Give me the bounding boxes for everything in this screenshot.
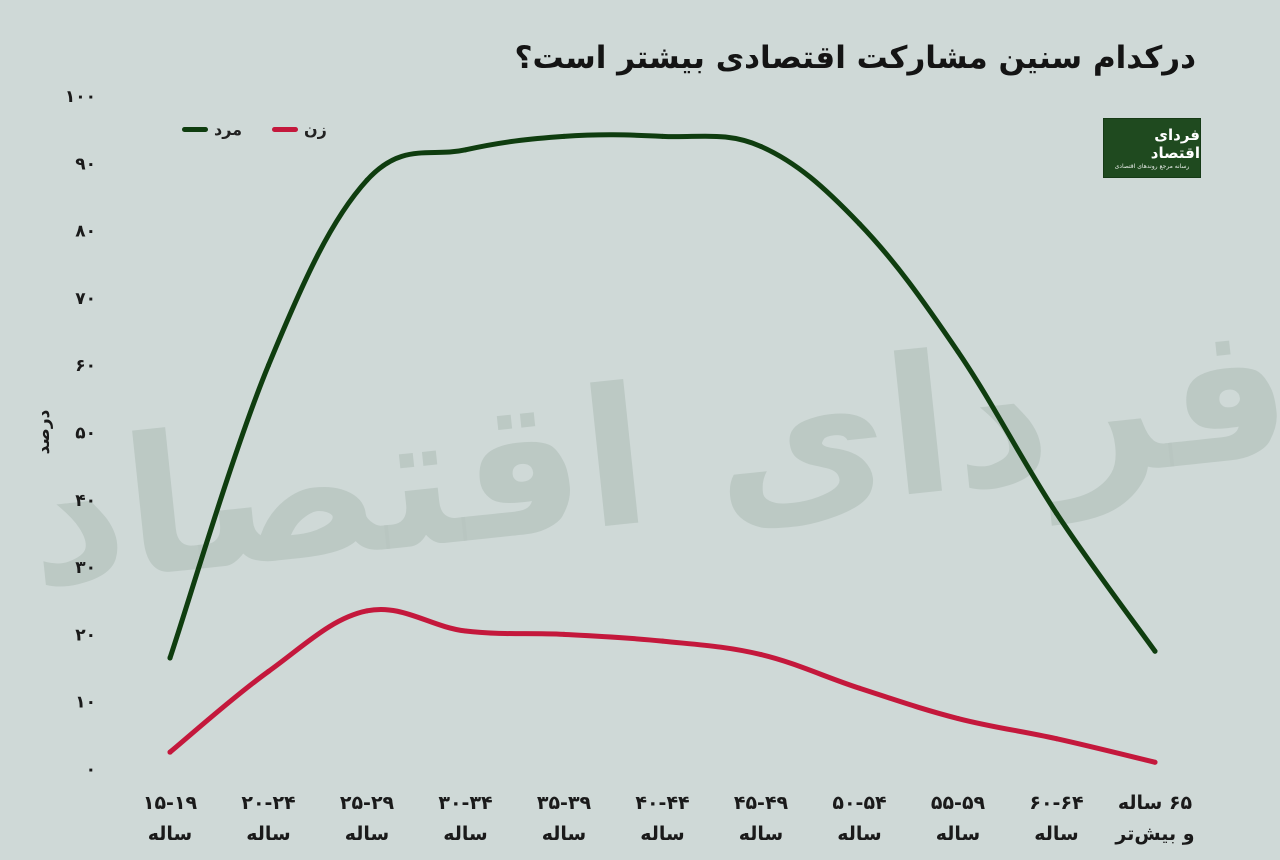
chart-title: درکدام سنین مشارکت اقتصادی بیشتر است؟ <box>514 40 1196 76</box>
y-tick-label: ۵۰ <box>75 424 96 444</box>
y-tick-label: ۱۰۰ <box>65 87 96 107</box>
x-tick-label: ۴۵-۴۹ ساله <box>734 792 789 845</box>
data-point-women <box>1152 759 1158 765</box>
x-tick-label: ۴۰-۴۴ ساله <box>635 792 689 845</box>
data-point-men <box>364 177 370 183</box>
y-tick-label: ۶۰ <box>75 356 96 376</box>
data-point-men <box>955 349 961 355</box>
x-tick-label: ۶۵ ساله و بیش‌تر <box>1114 792 1194 845</box>
data-point-men <box>1152 648 1158 654</box>
data-point-women <box>758 652 764 658</box>
legend-swatch-men <box>182 127 208 132</box>
y-tick-label: ۰ <box>86 760 96 780</box>
data-point-women <box>660 638 665 644</box>
x-tick-label: ۶۰-۶۴ ساله <box>1029 792 1083 845</box>
logo-tagline: رسانه مرجع روندهای اقتصادی <box>1114 162 1190 170</box>
data-point-women <box>364 608 370 614</box>
legend-swatch-women <box>272 127 298 132</box>
data-point-men <box>857 221 862 227</box>
data-point-women <box>857 685 862 691</box>
x-tick-label: ۱۵-۱۹ ساله <box>143 792 198 845</box>
y-tick-label: ۹۰ <box>75 154 96 174</box>
legend-label-men: مرد <box>214 120 243 139</box>
brand-logo: فردای اقتصاد رسانه مرجع روندهای اقتصادی <box>1103 118 1201 178</box>
x-tick-label: ۲۵-۲۹ ساله <box>340 792 395 845</box>
data-point-men <box>758 143 764 149</box>
data-point-women <box>266 668 271 674</box>
x-tick-label: ۵۰-۵۴ ساله <box>832 792 886 845</box>
y-tick-label: ۲۰ <box>75 625 96 645</box>
data-point-men <box>660 133 665 139</box>
x-tick-label: ۳۰-۳۴ ساله <box>438 792 492 845</box>
x-tick-label: ۳۵-۳۹ ساله <box>537 792 592 845</box>
data-point-men <box>266 362 271 368</box>
data-point-men <box>1054 510 1059 516</box>
legend-item-women: زن <box>272 120 327 139</box>
data-point-women <box>167 749 173 755</box>
data-point-women <box>463 628 468 634</box>
data-point-women <box>1054 736 1059 742</box>
data-point-men <box>463 147 468 153</box>
data-point-men <box>167 655 173 661</box>
y-tick-label: ۷۰ <box>75 289 96 309</box>
data-point-women <box>955 716 961 722</box>
y-tick-label: ۸۰ <box>75 222 96 242</box>
y-tick-label: ۱۰ <box>75 693 96 713</box>
legend-label-women: زن <box>304 120 327 139</box>
x-tick-label: ۵۵-۵۹ ساله <box>931 792 986 845</box>
legend-item-men: مرد <box>182 120 242 139</box>
logo-name: فردای اقتصاد <box>1150 125 1200 162</box>
watermark-logo: فردای اقتصاد <box>16 278 1280 632</box>
series-line-women <box>167 607 1158 765</box>
y-tick-label: ۳۰ <box>75 558 96 578</box>
x-tick-label: ۲۰-۲۴ ساله <box>241 792 295 845</box>
y-tick-label: ۴۰ <box>75 491 96 511</box>
data-point-men <box>561 133 567 139</box>
data-point-women <box>561 631 567 637</box>
